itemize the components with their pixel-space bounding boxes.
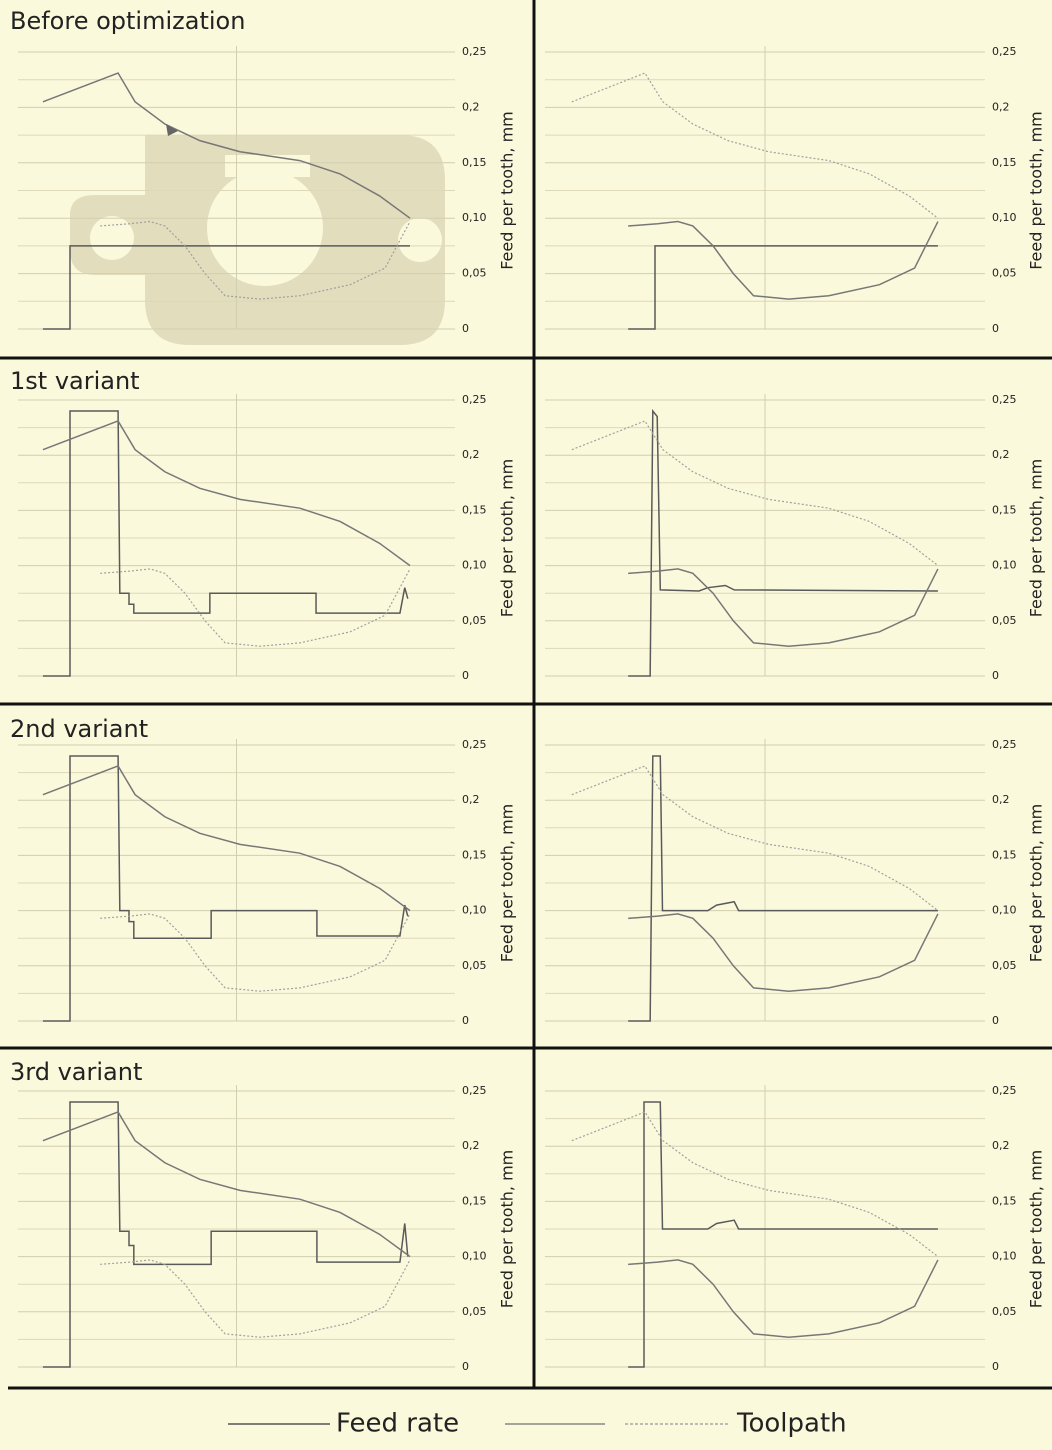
y-tick-label: 0,05 [462, 1305, 487, 1318]
y-tick-label: 0,05 [992, 614, 1017, 627]
row-title: 1st variant [10, 367, 140, 395]
series-line [42, 420, 411, 567]
y-tick-label: 0 [992, 1014, 999, 1027]
row-title: Before optimization [10, 7, 245, 35]
y-axis-title: Feed per tooth, mm [498, 459, 517, 618]
y-axis-title: Feed per tooth, mm [498, 111, 517, 270]
series-line [628, 1101, 938, 1368]
y-tick-label: 0,10 [462, 559, 487, 572]
y-tick-label: 0,15 [992, 156, 1017, 169]
y-axis-title: Feed per tooth, mm [1027, 1150, 1046, 1309]
series-line [42, 755, 409, 1022]
y-tick-label: 0,10 [462, 904, 487, 917]
series-line [628, 568, 939, 647]
y-tick-label: 0,15 [462, 848, 487, 861]
series-line [42, 1101, 409, 1368]
row-title: 2nd variant [10, 715, 148, 743]
watermark-slot [225, 155, 310, 177]
y-tick-label: 0,10 [992, 904, 1017, 917]
series-line [571, 72, 939, 219]
y-tick-label: 0,10 [992, 211, 1017, 224]
y-tick-label: 0,10 [462, 1250, 487, 1263]
series-line [42, 245, 410, 330]
watermark-hole [90, 216, 134, 260]
y-tick-label: 0,05 [992, 959, 1017, 972]
y-tick-label: 0,10 [992, 559, 1017, 572]
y-tick-label: 0,15 [992, 848, 1017, 861]
y-tick-label: 0,15 [462, 1194, 487, 1207]
series-line [42, 72, 411, 219]
direction-arrow [166, 124, 178, 136]
y-tick-label: 0,25 [992, 393, 1017, 406]
series-line [571, 420, 939, 567]
watermark-hole [207, 170, 323, 286]
y-tick-label: 0,05 [462, 614, 487, 627]
series-line [42, 410, 409, 677]
series-line [628, 220, 939, 300]
y-tick-label: 0 [992, 669, 999, 682]
y-tick-label: 0 [462, 669, 469, 682]
y-tick-label: 0,25 [462, 393, 487, 406]
legend-label: Feed rate [336, 1409, 459, 1439]
y-tick-label: 0,15 [992, 503, 1017, 516]
dividers [0, 0, 1052, 1390]
y-tick-label: 0,25 [462, 738, 487, 751]
y-tick-label: 0,05 [462, 267, 487, 280]
y-tick-label: 0 [462, 1014, 469, 1027]
y-tick-label: 0,2 [462, 793, 480, 806]
y-tick-label: 0,25 [992, 45, 1017, 58]
series-line [628, 755, 938, 1022]
y-tick-label: 0,2 [992, 100, 1010, 113]
y-tick-label: 0,2 [992, 448, 1010, 461]
y-axis-title: Feed per tooth, mm [498, 1150, 517, 1309]
y-axis-title: Feed per tooth, mm [1027, 459, 1046, 618]
series-line [571, 1111, 939, 1258]
series-line [628, 408, 938, 677]
watermark-hole [398, 218, 442, 262]
y-tick-label: 0,05 [992, 1305, 1017, 1318]
y-tick-label: 0,2 [992, 1139, 1010, 1152]
series-line [628, 1259, 939, 1338]
y-tick-label: 0,2 [992, 793, 1010, 806]
series-line [628, 245, 938, 330]
series-line [42, 765, 411, 912]
y-tick-label: 0,2 [462, 1139, 480, 1152]
row-title: 3rd variant [10, 1058, 142, 1086]
series-line [571, 765, 939, 912]
y-tick-label: 0,25 [992, 738, 1017, 751]
series-line [42, 1111, 411, 1258]
y-tick-label: 0,10 [462, 211, 487, 224]
y-tick-label: 0,15 [462, 156, 487, 169]
y-tick-label: 0,2 [462, 100, 480, 113]
y-tick-label: 0,10 [992, 1250, 1017, 1263]
y-tick-label: 0 [462, 322, 469, 335]
y-axis-title: Feed per tooth, mm [498, 804, 517, 963]
y-tick-label: 0,25 [462, 1084, 487, 1097]
y-tick-label: 0,2 [462, 448, 480, 461]
y-axis-title: Feed per tooth, mm [1027, 804, 1046, 963]
y-tick-label: 0,15 [462, 503, 487, 516]
y-axis-title: Feed per tooth, mm [1027, 111, 1046, 270]
y-tick-label: 0,25 [992, 1084, 1017, 1097]
y-tick-label: 0 [992, 322, 999, 335]
y-tick-label: 0,25 [462, 45, 487, 58]
y-tick-label: 0 [462, 1360, 469, 1373]
y-tick-label: 0,05 [992, 267, 1017, 280]
y-tick-label: 0,05 [462, 959, 487, 972]
legend-label: Toolpath [736, 1409, 847, 1439]
y-tick-label: 0,15 [992, 1194, 1017, 1207]
series-line [628, 913, 939, 992]
y-tick-label: 0 [992, 1360, 999, 1373]
